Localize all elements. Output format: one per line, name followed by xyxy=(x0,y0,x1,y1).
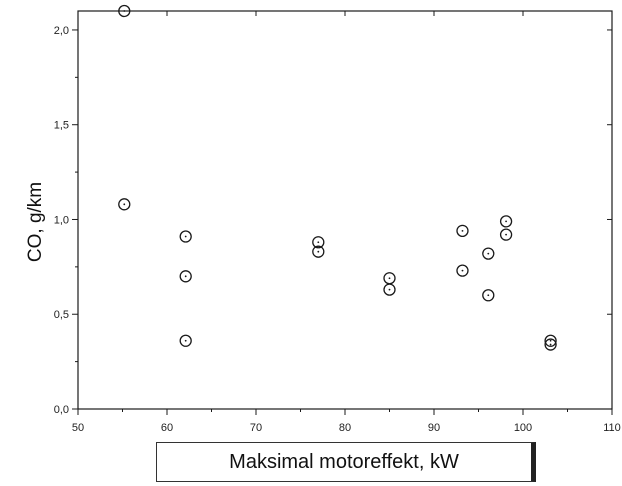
x-axis-label: Maksimal motoreffekt, kW xyxy=(156,442,536,482)
data-point-circle xyxy=(312,236,325,249)
data-point-center xyxy=(184,235,187,238)
data-point-circle xyxy=(482,247,495,260)
data-point-circle xyxy=(544,334,557,347)
x-tick-label: 50 xyxy=(72,422,84,434)
y-tick-label: 1,0 xyxy=(54,214,69,226)
data-point-center xyxy=(388,277,391,280)
x-tick-label: 110 xyxy=(603,422,621,434)
data-point-circle xyxy=(179,270,192,283)
data-point-center xyxy=(317,250,320,253)
data-point-circle xyxy=(118,4,131,18)
data-point-center xyxy=(388,288,391,291)
data-point xyxy=(499,215,513,228)
y-axis-ticks: 0,0 0,5 1,0 1,5 2,0 xyxy=(54,25,612,416)
data-point xyxy=(312,236,325,249)
y-tick-label: 1,5 xyxy=(54,120,69,132)
data-point xyxy=(499,228,513,241)
data-point-circle xyxy=(482,289,495,302)
data-point-center xyxy=(461,229,464,232)
data-point-center xyxy=(505,220,507,223)
data-point xyxy=(179,270,192,283)
data-points xyxy=(118,4,557,351)
x-tick-label: 90 xyxy=(428,422,440,434)
data-point-circle xyxy=(456,224,469,237)
y-axis-label: CO, g/km xyxy=(25,182,46,262)
data-point-center xyxy=(123,10,126,12)
x-tick-label: 100 xyxy=(514,422,532,434)
y-tick-label: 2,0 xyxy=(54,25,69,37)
data-point-center xyxy=(549,343,552,346)
data-point-circle xyxy=(383,283,396,296)
data-point xyxy=(118,198,131,211)
data-point xyxy=(456,224,469,237)
data-point-center xyxy=(461,269,464,272)
data-point-circle xyxy=(499,228,513,241)
data-point-circle xyxy=(456,264,469,277)
data-point-circle xyxy=(179,334,192,347)
data-point xyxy=(179,334,192,347)
data-point-center xyxy=(184,275,187,278)
data-point xyxy=(383,283,396,296)
data-point-center xyxy=(123,203,126,206)
x-tick-label: 70 xyxy=(250,422,262,434)
data-point-circle xyxy=(544,338,557,351)
data-point xyxy=(312,245,325,258)
data-point xyxy=(482,247,495,260)
data-point xyxy=(383,272,396,285)
plot-border xyxy=(77,10,613,410)
x-tick-label: 80 xyxy=(339,422,351,434)
data-point-circle xyxy=(499,215,513,228)
data-point-center xyxy=(549,339,552,342)
data-point-circle xyxy=(179,230,192,243)
data-point xyxy=(456,264,469,277)
y-tick-label: 0,5 xyxy=(54,309,69,321)
data-point-center xyxy=(505,233,507,236)
data-point xyxy=(544,338,557,351)
data-point-circle xyxy=(118,198,131,211)
data-point xyxy=(179,230,192,243)
data-point xyxy=(482,289,495,302)
plot-area-frame xyxy=(77,10,613,410)
data-point-center xyxy=(487,294,490,297)
data-point-circle xyxy=(312,245,325,258)
y-tick-label: 0,0 xyxy=(54,404,69,416)
data-point xyxy=(544,334,557,347)
data-point-center xyxy=(317,241,320,244)
data-point-center xyxy=(487,252,490,255)
data-point-center xyxy=(184,339,187,342)
x-tick-label: 60 xyxy=(161,422,173,434)
data-point xyxy=(118,4,131,18)
x-axis-ticks: 50 60 70 80 90 100 110 xyxy=(72,11,621,434)
